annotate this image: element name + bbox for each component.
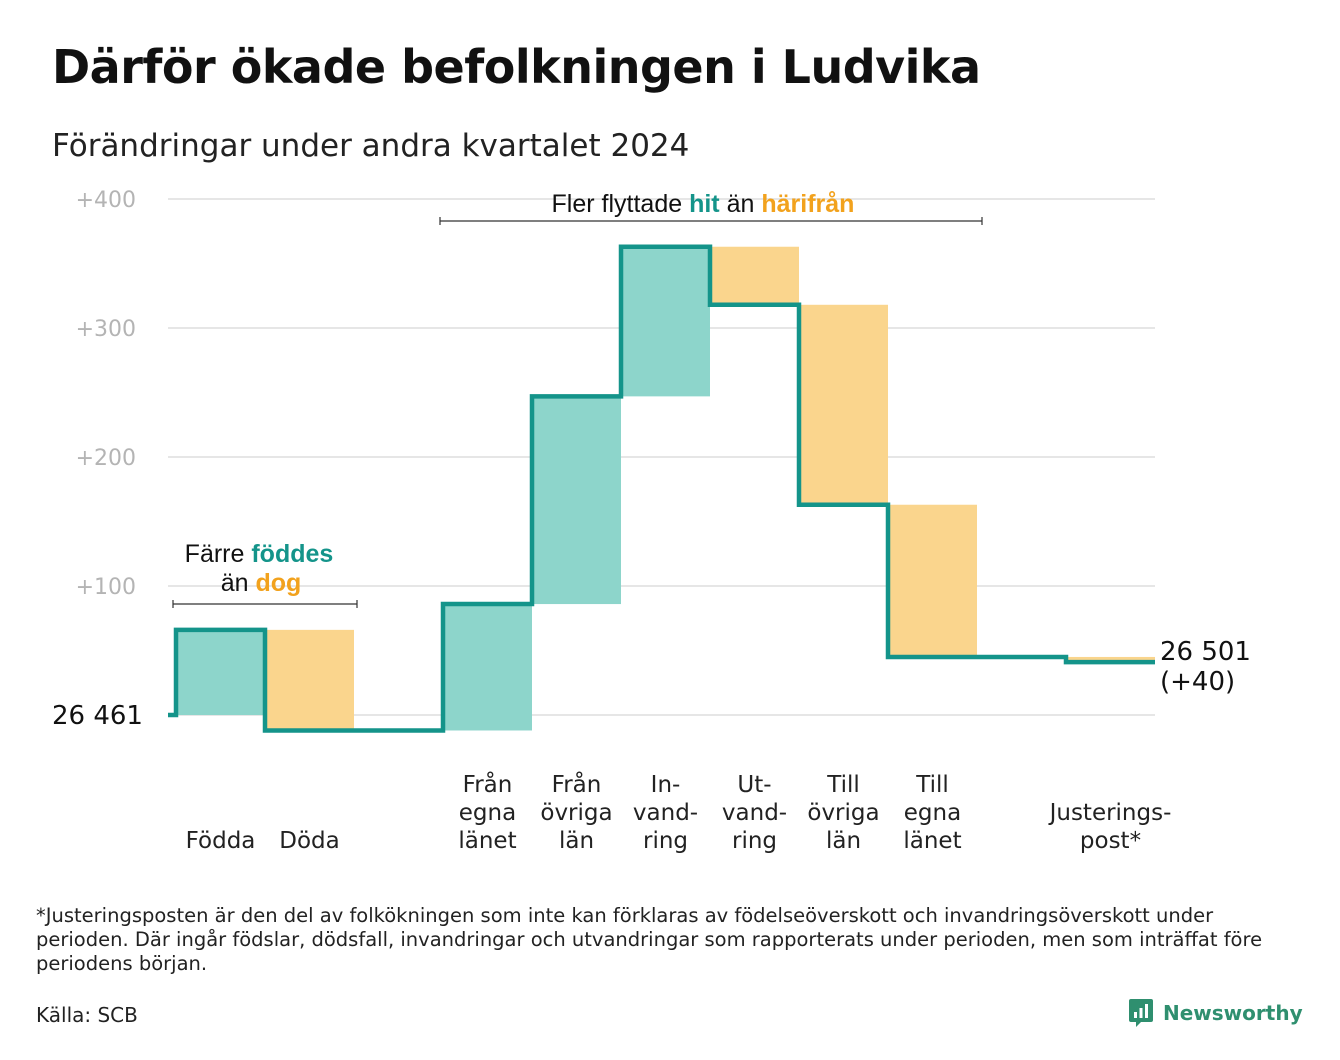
migration-annotation: Fler flyttade hit än härifrån <box>439 190 983 225</box>
x-category-label: Födda <box>186 828 256 854</box>
end-value-label: 26 501 <box>1160 637 1251 667</box>
deaths-annotation-prefix: än <box>221 569 249 597</box>
deaths-annotation-highlight: dog <box>255 569 301 597</box>
start-value-label: 26 461 <box>52 701 143 731</box>
svg-text:Färre föddes: Färre föddes <box>185 540 334 568</box>
waterfall-bar <box>710 246 799 305</box>
waterfall-bar <box>799 304 888 505</box>
births-annotation: Färre föddes än dog <box>172 540 358 608</box>
svg-text:än dog: än dog <box>221 569 302 597</box>
brand-logo: Newsworthy <box>1128 997 1303 1029</box>
chart-title: Därför ökade befolkningen i Ludvika <box>52 40 981 94</box>
x-category-label: Ut-vand-ring <box>722 772 787 854</box>
waterfall-bar <box>532 396 621 605</box>
cumulative-step-line <box>168 244 1155 733</box>
waterfall-bar <box>176 629 265 715</box>
y-tick-label: +400 <box>76 188 136 213</box>
waterfall-bar <box>1066 656 1155 663</box>
x-category-label: Från övriga län <box>540 770 612 854</box>
migration-annotation-harifran: härifrån <box>761 190 854 218</box>
waterfall-bar <box>265 629 354 731</box>
source-label: Källa: SCB <box>36 1003 138 1027</box>
migration-annotation-middle: än <box>727 190 755 218</box>
waterfall-bar <box>443 604 532 731</box>
chart-subtitle: Förändringar under andra kvartalet 2024 <box>52 128 690 164</box>
newsworthy-logo-icon <box>1129 999 1153 1027</box>
births-annotation-prefix: Färre <box>185 540 245 568</box>
x-category-label: Till egna länet <box>903 772 961 854</box>
line-layer <box>168 244 1155 733</box>
x-category-label: Från egna länet <box>458 770 516 854</box>
migration-annotation-hit: hit <box>689 190 720 218</box>
bars-layer <box>176 246 1155 731</box>
brand-name: Newsworthy <box>1163 1001 1303 1025</box>
end-change-label: (+40) <box>1160 667 1235 697</box>
waterfall-bar <box>621 246 710 397</box>
y-tick-label: +100 <box>76 575 136 600</box>
svg-text:Fler flyttade hit: Fler flyttade hit än härifrån <box>552 190 855 218</box>
y-tick-label: +200 <box>76 446 136 471</box>
y-tick-label: +300 <box>76 317 136 342</box>
births-bracket <box>172 600 358 608</box>
births-annotation-highlight: föddes <box>251 540 333 568</box>
footnote: *Justeringsposten är den del av folkökni… <box>36 904 1263 975</box>
x-category-label: Till övriga län <box>807 772 879 854</box>
waterfall-bar <box>888 504 977 657</box>
x-category-label: In-vand-ring <box>633 772 698 854</box>
x-category-label: Justerings-post* <box>1048 800 1172 854</box>
x-category-label: Döda <box>279 828 339 854</box>
migration-annotation-prefix: Fler flyttade <box>552 190 683 218</box>
labels-layer: Födda Döda Från egna länet Från övriga län In-va… <box>186 770 1172 854</box>
migration-bracket <box>439 217 983 225</box>
